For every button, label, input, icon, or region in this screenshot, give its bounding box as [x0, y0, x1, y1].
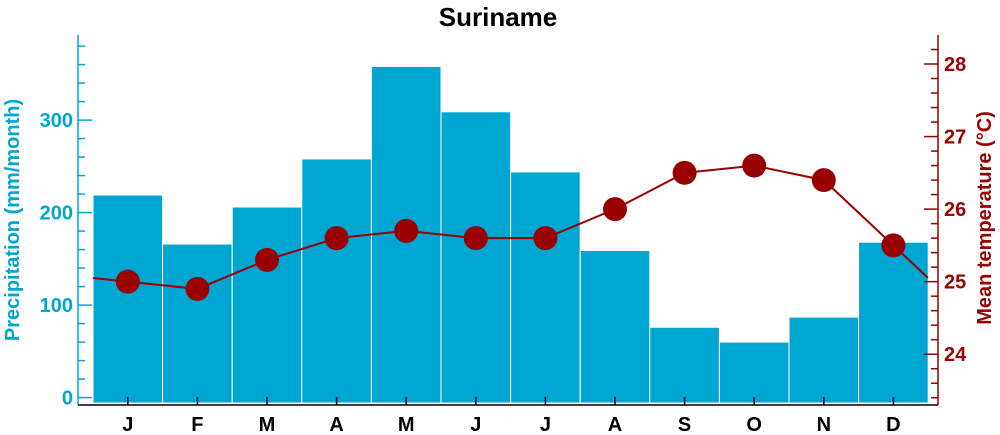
- x-tick-label: M: [398, 414, 415, 435]
- precipitation-bar: [579, 250, 651, 404]
- x-tick-label: N: [817, 414, 831, 435]
- precipitation-bar: [231, 206, 303, 404]
- precipitation-bar: [649, 326, 720, 404]
- precipitation-bar: [718, 341, 790, 404]
- right-tick-label: 24: [944, 344, 967, 366]
- left-tick-label: 100: [40, 295, 73, 317]
- precipitation-bar: [510, 171, 581, 404]
- axes-layer: 0 100 200 300 24 25 26 27 28 J F M A M J J A S O N D: [40, 35, 967, 435]
- right-tick-label: 28: [944, 54, 966, 76]
- temperature-point: [324, 226, 349, 251]
- precipitation-bar: [440, 111, 512, 404]
- temperature-line-layer: [92, 153, 929, 301]
- left-tick-label: 200: [40, 203, 73, 225]
- temperature-point: [185, 276, 210, 301]
- temperature-point: [533, 226, 558, 251]
- temperature-point: [881, 233, 906, 258]
- temperature-point: [255, 247, 279, 272]
- precipitation-bar: [858, 241, 929, 404]
- right-tick-label: 26: [944, 199, 966, 221]
- temperature-point: [811, 168, 836, 193]
- bars-layer: [92, 65, 929, 404]
- right-tick-label: 27: [944, 127, 966, 149]
- x-tick-label: D: [886, 414, 900, 435]
- x-tick-label: F: [191, 414, 203, 435]
- temperature-point: [394, 218, 419, 243]
- left-axis-title: Precipitation (mm/month): [2, 99, 24, 341]
- x-tick-label: J: [540, 414, 551, 435]
- x-tick-label: S: [678, 414, 691, 435]
- right-tick-label: 25: [944, 272, 966, 294]
- temperature-point: [115, 269, 140, 294]
- precipitation-bar: [788, 316, 860, 404]
- right-axis-title: Mean temperature (°C): [974, 111, 996, 325]
- chart-title: Suriname: [439, 2, 558, 32]
- temperature-point: [603, 197, 627, 222]
- temperature-point: [463, 226, 488, 251]
- precipitation-bar: [301, 158, 372, 404]
- left-tick-label: 300: [40, 110, 73, 132]
- temperature-point: [672, 160, 697, 185]
- temperature-point: [742, 153, 767, 178]
- x-tick-label: J: [470, 414, 481, 435]
- left-tick-label: 0: [62, 388, 73, 410]
- precipitation-bar: [92, 194, 164, 404]
- precipitation-bar: [162, 243, 233, 404]
- x-tick-label: A: [329, 414, 343, 435]
- x-tick-label: M: [259, 414, 276, 435]
- x-tick-label: A: [608, 414, 622, 435]
- x-tick-label: O: [746, 414, 762, 435]
- x-tick-label: J: [122, 414, 133, 435]
